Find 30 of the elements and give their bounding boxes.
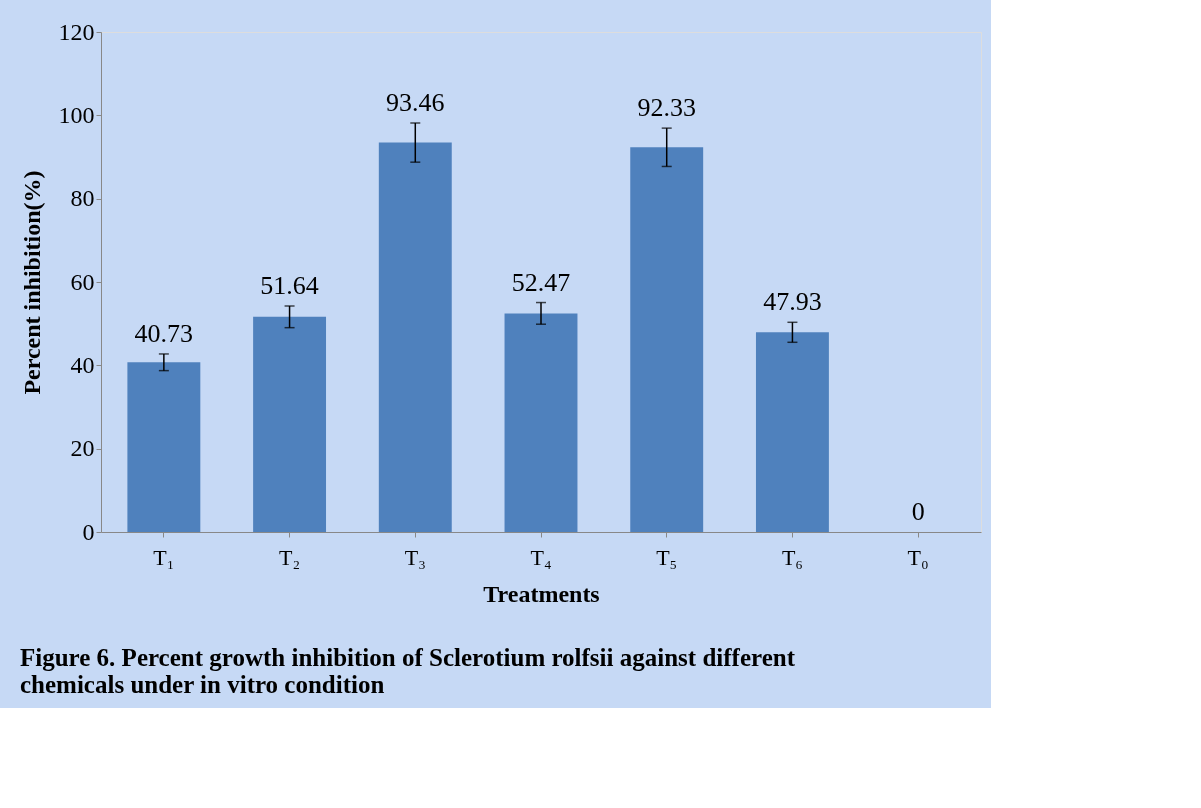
data-label: 51.64 bbox=[260, 271, 319, 300]
data-label: 40.73 bbox=[134, 318, 194, 348]
x-tick-label: T₄ bbox=[530, 544, 552, 570]
data-label: 92.33 bbox=[637, 93, 696, 123]
x-tick-label: T₃ bbox=[404, 544, 426, 570]
x-tick-label: T₀ bbox=[907, 544, 929, 570]
bar bbox=[630, 147, 704, 532]
bar bbox=[504, 313, 578, 532]
bar bbox=[127, 362, 201, 532]
data-label: 93.46 bbox=[386, 88, 445, 117]
x-tick-label: T₂ bbox=[279, 544, 301, 570]
y-tick-label: 60 bbox=[70, 268, 95, 295]
y-tick-label: 100 bbox=[58, 101, 95, 128]
y-tick-label: 0 bbox=[82, 518, 95, 545]
data-label: 52.47 bbox=[511, 267, 571, 297]
y-tick-label: 40 bbox=[70, 351, 95, 378]
y-tick-label: 80 bbox=[70, 185, 95, 212]
x-tick-label: T₁ bbox=[153, 544, 175, 570]
bar bbox=[378, 142, 452, 532]
y-tick-label: 120 bbox=[58, 18, 95, 45]
data-label: 0 bbox=[911, 497, 925, 526]
caption: Figure 6. Percent growth inhibition of Sclerotium rolfsii against different chemicals under in vitro condition bbox=[20, 644, 796, 698]
y-axis-title: Percent inhibition(%) bbox=[18, 170, 45, 395]
y-tick-label: 20 bbox=[70, 435, 95, 462]
x-tick-label: T₆ bbox=[781, 544, 803, 570]
x-axis-title: Treatments bbox=[483, 580, 600, 607]
data-label: 47.93 bbox=[763, 287, 822, 317]
bar bbox=[755, 332, 829, 532]
bar bbox=[253, 316, 327, 532]
x-tick-label: T₅ bbox=[656, 544, 678, 570]
